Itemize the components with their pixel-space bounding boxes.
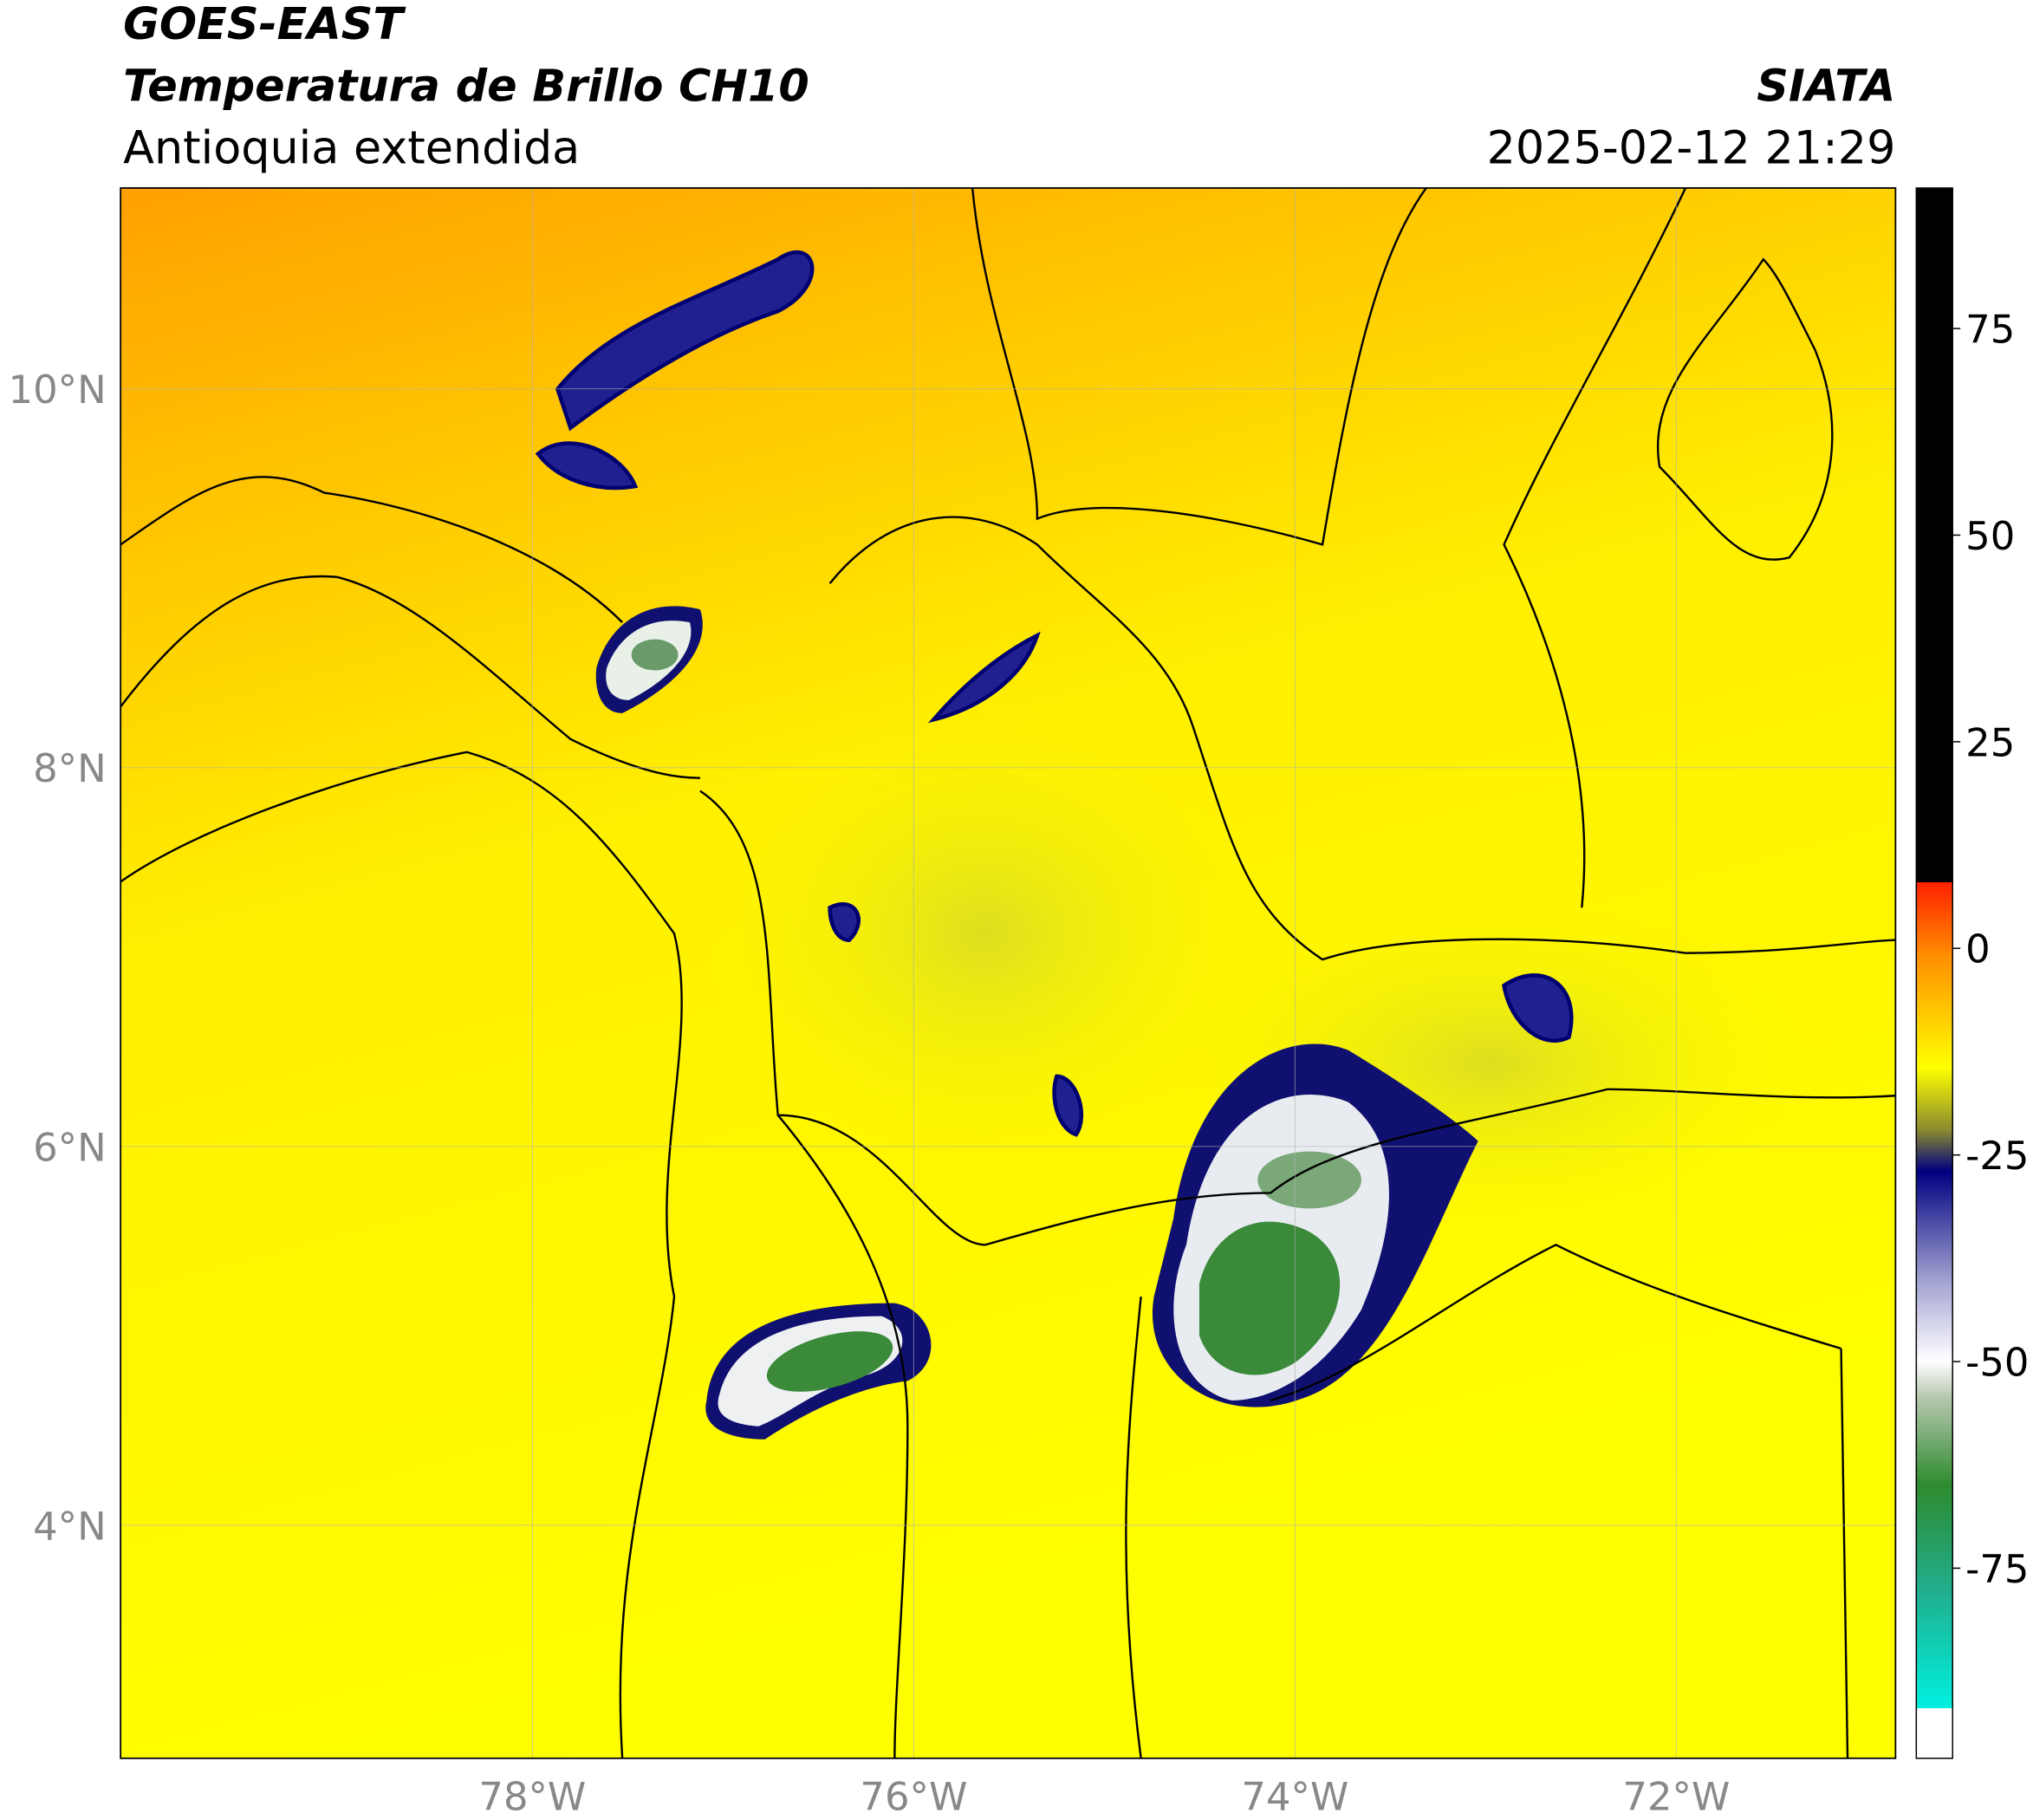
x-tick-label: 78°W: [478, 1774, 586, 1820]
storm-north: [595, 606, 703, 713]
colorbar-tick-label: -25: [1965, 1133, 2029, 1179]
ticks: 78°W 76°W 74°W 72°W 10°N 8°N 6°N 4°N 75 50 25 0 -25 -…: [9, 307, 2030, 1820]
colorbar-tick-label: -75: [1965, 1546, 2029, 1592]
y-tick-label: 8°N: [33, 745, 107, 791]
timestamp: 2025-02-12 21:29: [1487, 122, 1896, 175]
y-tick-label: 4°N: [33, 1503, 107, 1549]
map-frame: [120, 187, 1897, 1759]
x-tick-label: 74°W: [1241, 1774, 1348, 1820]
y-tick-label: 6°N: [33, 1124, 107, 1170]
colorbar-tick-label: 50: [1965, 513, 2015, 559]
x-tick-label: 76°W: [860, 1774, 967, 1820]
colorbar-tick-label: 75: [1965, 307, 2015, 353]
subtitle: Temperatura de Brillo CH10: [123, 61, 809, 112]
colorbar-tick-label: 25: [1965, 719, 2015, 765]
colorbar: [1915, 187, 1953, 1759]
y-tick-label: 10°N: [9, 367, 107, 413]
map-image: [120, 187, 1896, 1758]
grid: [120, 187, 1896, 1758]
colorbar-tick-label: 0: [1965, 926, 1991, 972]
colorbar-tick-label: -50: [1965, 1340, 2029, 1386]
region: Antioquia extendida: [123, 122, 580, 175]
storm-west: [705, 1303, 932, 1440]
source: SIATA: [1757, 61, 1895, 112]
x-tick-label: 72°W: [1622, 1774, 1730, 1820]
title: GOES-EAST: [123, 0, 406, 49]
storm-east: [1152, 1043, 1478, 1407]
